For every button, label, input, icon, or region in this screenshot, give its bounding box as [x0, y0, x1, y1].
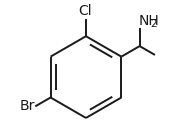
Text: Cl: Cl	[78, 4, 91, 18]
Text: Br: Br	[19, 99, 35, 113]
Text: NH: NH	[139, 14, 160, 28]
Text: 2: 2	[150, 19, 156, 29]
